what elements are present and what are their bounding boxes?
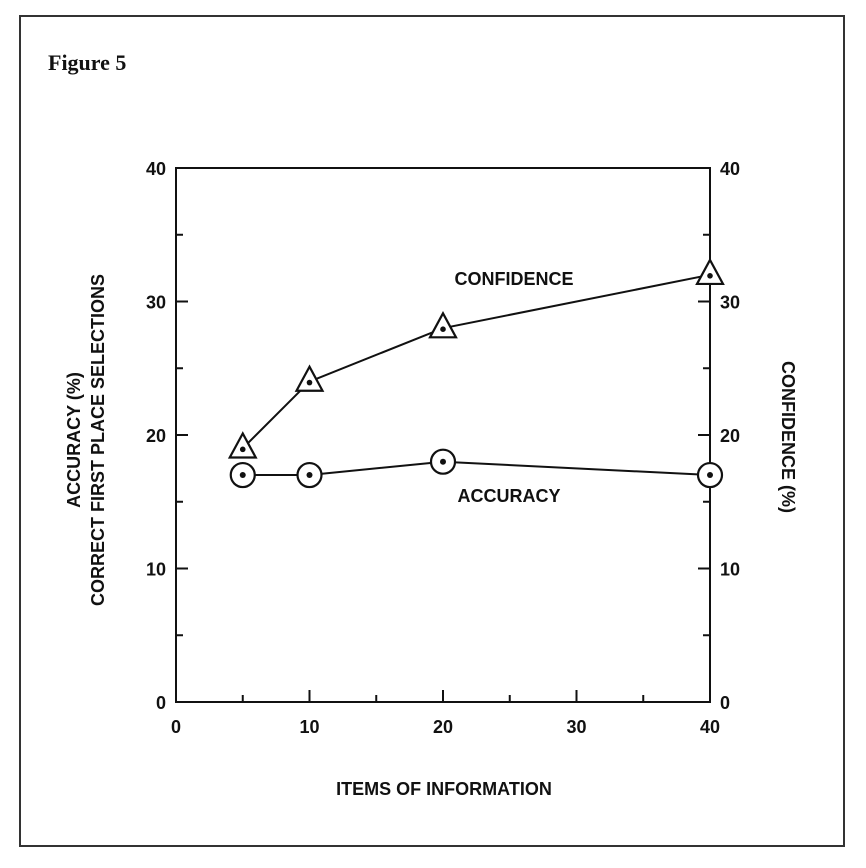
figure-frame [19, 15, 845, 847]
figure-title: Figure 5 [48, 50, 127, 75]
y-right-tick-label: 10 [720, 560, 740, 580]
y-left-tick-label: 30 [146, 293, 166, 313]
x-tick-label: 40 [700, 717, 720, 737]
marker-dot [306, 379, 313, 386]
x-axis-title: ITEMS OF INFORMATION [336, 779, 552, 799]
triangle-marker [695, 257, 725, 286]
triangle-marker [428, 311, 458, 339]
triangle-marker [294, 364, 325, 392]
x-tick-label: 30 [566, 717, 586, 737]
marker-dot [306, 472, 313, 479]
y-left-tick-label: 0 [156, 693, 166, 713]
series-label-accuracy: ACCURACY [458, 486, 561, 506]
y-left-axis-title-line1: ACCURACY (%) [64, 372, 84, 508]
y-right-axis-title: CONFIDENCE (%) [778, 361, 798, 513]
x-tick-label: 10 [299, 717, 319, 737]
series-line-accuracy [242, 460, 711, 477]
y-right-tick-label: 20 [720, 426, 740, 446]
x-tick-label: 20 [433, 717, 453, 737]
y-left-tick-label: 10 [146, 560, 166, 580]
marker-dot [239, 446, 246, 453]
y-right-tick-label: 40 [720, 159, 740, 179]
marker-dot [707, 273, 713, 279]
y-left-tick-label: 40 [146, 159, 166, 179]
marker-dot [440, 458, 446, 465]
series [227, 257, 725, 489]
y-right-tick-label: 30 [720, 293, 740, 313]
marker-dot [707, 472, 713, 479]
y-left-tick-label: 20 [146, 426, 166, 446]
triangle-marker [227, 431, 258, 459]
series-line-confidence [242, 273, 711, 450]
y-left-axis-title-line2: CORRECT FIRST PLACE SELECTIONS [88, 274, 108, 606]
marker-dot [440, 326, 446, 333]
series-label-confidence: CONFIDENCE [454, 269, 573, 289]
y-right-tick-label: 0 [720, 693, 730, 713]
x-tick-label: 0 [171, 717, 181, 737]
marker-dot [239, 472, 246, 479]
